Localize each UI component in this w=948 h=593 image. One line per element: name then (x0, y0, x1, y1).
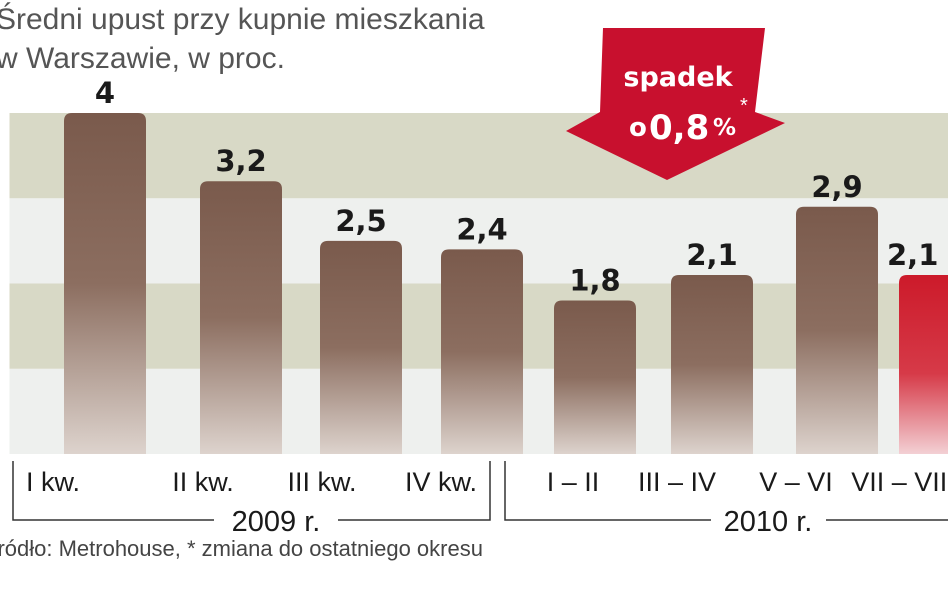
callout-unit: % (713, 115, 736, 141)
callout-value: 0,8 (649, 108, 709, 148)
group-label-2010: 2010 r. (724, 506, 813, 538)
group-bracket-2010 (504, 461, 711, 521)
down-arrow-icon (566, 28, 785, 180)
category-label-4: I – II (547, 467, 600, 497)
value-label-5: 2,1 (686, 238, 737, 272)
bar-7 (899, 274, 948, 454)
chart-title: Średni upust przy kupnie mieszkania (0, 2, 485, 36)
category-label-6: V – VI (759, 467, 833, 497)
value-label-2: 2,5 (335, 204, 386, 238)
callout-prefix: o (629, 113, 647, 143)
category-label-1: II kw. (172, 467, 234, 497)
bar-0 (64, 113, 146, 454)
chart-subtitle: w Warszawie, w proc. (0, 42, 285, 75)
bar-6 (796, 206, 878, 454)
bars: 4 3,2 2,5 2,4 1,8 2,1 2,9 2,1 (64, 76, 948, 454)
category-label-3: IV kw. (405, 467, 477, 497)
band-3 (8, 113, 948, 199)
bar-1 (200, 181, 282, 454)
value-label-0: 4 (95, 76, 115, 110)
change-callout: spadek o 0,8 % * (566, 28, 785, 180)
value-label-6: 2,9 (811, 170, 862, 204)
value-label-3: 2,4 (456, 212, 507, 246)
category-label-7: VII – VIII (851, 467, 948, 497)
group-label-2009: 2009 r. (232, 506, 321, 538)
callout-asterisk: * (740, 95, 748, 117)
category-axis: I kw. II kw. III kw. IV kw. I – II III – IV V … (8, 455, 948, 538)
bar-3 (441, 249, 523, 454)
group-bracket-2009-right (338, 461, 491, 521)
bar-5 (671, 274, 753, 454)
category-label-0: I kw. (26, 467, 80, 497)
callout-line1: spadek (623, 62, 733, 93)
value-label-7: 2,1 (887, 238, 938, 272)
group-bracket-2009 (12, 461, 214, 521)
value-label-4: 1,8 (569, 264, 620, 298)
value-label-1: 3,2 (215, 144, 266, 178)
bar-4 (554, 300, 636, 454)
source-note: Źródło: Metrohouse, * zmiana do ostatnie… (0, 536, 483, 561)
bar-2 (320, 240, 402, 454)
category-label-5: III – IV (638, 467, 716, 497)
category-label-2: III kw. (287, 467, 356, 497)
